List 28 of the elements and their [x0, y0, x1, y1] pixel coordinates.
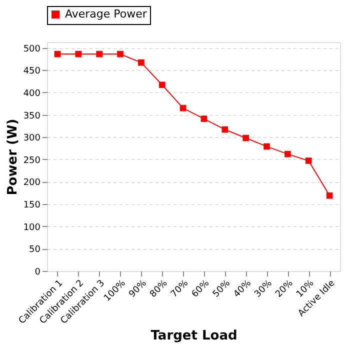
point: [264, 143, 270, 150]
point: [54, 50, 61, 58]
point: [158, 82, 166, 88]
point: [326, 192, 333, 199]
point: [305, 158, 312, 164]
point: [284, 150, 291, 158]
y-tick-label: 100: [23, 222, 41, 233]
point: [242, 134, 249, 142]
y-tick-label: 50: [29, 245, 41, 256]
y-tick-label: 200: [23, 178, 41, 188]
y-tick-label: 150: [23, 200, 41, 211]
x-axis-title: Target Load: [150, 328, 238, 344]
point: [96, 50, 102, 58]
y-tick-label: 300: [23, 134, 41, 144]
y-tick-label: 400: [23, 88, 41, 99]
y-axis-title: Power (W): [5, 118, 20, 196]
point: [200, 116, 208, 122]
legend-label: Average Power: [65, 8, 148, 20]
y-tick-label: 0: [34, 268, 41, 278]
y-tick-label: 350: [23, 111, 41, 122]
y-tick-label: 250: [23, 156, 41, 166]
y-tick-label: 500: [23, 44, 41, 54]
point: [138, 59, 144, 66]
point: [180, 104, 186, 112]
y-tick-label: 450: [23, 66, 41, 77]
point: [222, 126, 228, 133]
point: [75, 50, 82, 58]
point: [117, 50, 124, 58]
